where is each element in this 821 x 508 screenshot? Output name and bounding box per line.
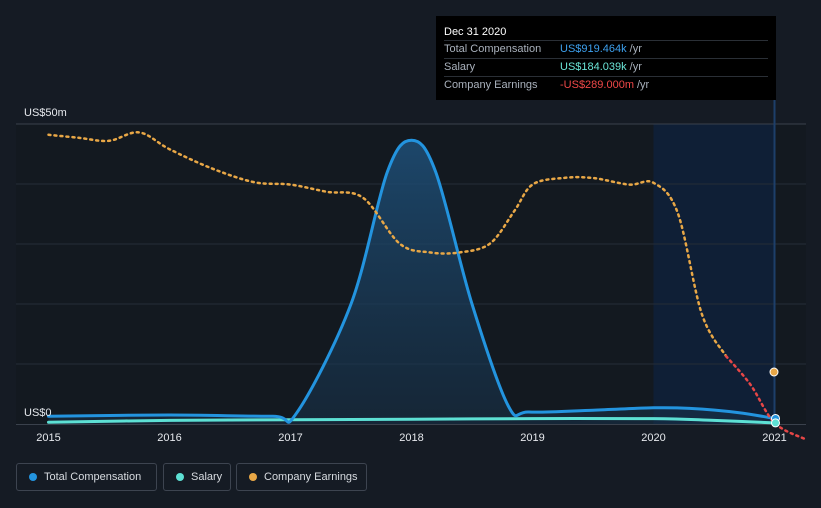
tooltip-unit: /yr xyxy=(637,79,650,91)
legend-total-compensation[interactable]: Total Compensation xyxy=(16,463,157,491)
legend-company-earnings[interactable]: Company Earnings xyxy=(236,463,367,491)
x-tick-label: 2018 xyxy=(399,432,423,444)
y-axis-min-label: US$0 xyxy=(24,407,52,419)
x-tick-label: 2016 xyxy=(157,432,181,444)
x-tick-label: 2017 xyxy=(278,432,302,444)
legend-dot-icon xyxy=(176,473,184,481)
x-tick-label: 2020 xyxy=(641,432,665,444)
tooltip-value: -US$289.000m xyxy=(560,79,634,91)
tooltip-label: Company Earnings xyxy=(444,79,538,91)
company-earnings-negative-line xyxy=(724,354,807,441)
tooltip-row-salary: Salary US$184.039k /yr xyxy=(444,58,768,76)
tooltip-markers xyxy=(769,367,780,428)
tooltip-row-total-compensation: Total Compensation US$919.464k /yr xyxy=(444,40,768,58)
tooltip-label: Total Compensation xyxy=(444,43,542,55)
tooltip: Dec 31 2020 Total Compensation US$919.46… xyxy=(436,16,776,100)
tooltip-value: US$184.039k xyxy=(560,61,627,73)
salary-line xyxy=(47,416,776,425)
tooltip-unit: /yr xyxy=(629,43,642,55)
x-tick-label: 2019 xyxy=(520,432,544,444)
x-tick-label: 2015 xyxy=(36,432,60,444)
company-earnings-marker xyxy=(769,367,779,377)
company-earnings-line xyxy=(47,131,728,358)
legend-label: Total Compensation xyxy=(44,471,142,483)
legend-dot-icon xyxy=(29,473,37,481)
legend-salary[interactable]: Salary xyxy=(163,463,231,491)
total-compensation-area xyxy=(48,140,775,424)
tooltip-row-company-earnings: Company Earnings -US$289.000m /yr xyxy=(444,76,768,94)
x-tick-label: 2021 xyxy=(762,432,786,444)
tooltip-label: Salary xyxy=(444,61,476,73)
legend-label: Company Earnings xyxy=(264,471,358,483)
tooltip-unit: /yr xyxy=(629,61,642,73)
tooltip-value: US$919.464k xyxy=(560,43,627,55)
legend-dot-icon xyxy=(249,473,257,481)
x-axis-ticks: 2015 2016 2017 2018 2019 2020 2021 xyxy=(36,432,786,444)
forecast-band xyxy=(653,124,775,424)
total-compensation-line xyxy=(47,138,776,424)
tooltip-date: Dec 31 2020 xyxy=(444,26,507,38)
y-axis-max-label: US$50m xyxy=(24,107,67,119)
legend-label: Salary xyxy=(191,471,223,483)
salary-marker xyxy=(771,418,780,428)
